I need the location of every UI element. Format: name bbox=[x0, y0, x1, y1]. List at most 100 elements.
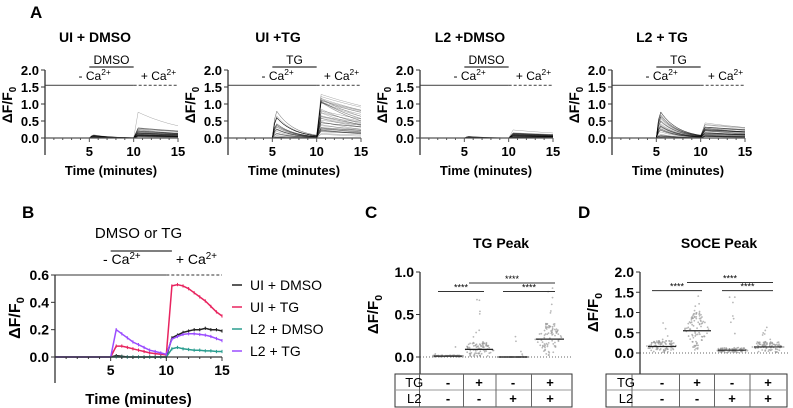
data-point bbox=[731, 350, 733, 353]
data-point bbox=[661, 340, 664, 343]
series-line-0 bbox=[55, 327, 223, 358]
data-point bbox=[489, 351, 492, 354]
data-point bbox=[779, 344, 782, 347]
data-point bbox=[478, 352, 480, 355]
y-tick-label: 2.0 bbox=[615, 264, 635, 280]
data-point bbox=[759, 343, 762, 346]
data-point bbox=[551, 339, 554, 342]
y-tick-label: 1.5 bbox=[204, 80, 222, 95]
data-point bbox=[700, 313, 702, 316]
data-point bbox=[543, 336, 546, 339]
subplot-title: SOCE Peak bbox=[681, 235, 757, 251]
data-point bbox=[765, 326, 768, 329]
table-cell: - bbox=[660, 375, 664, 390]
data-point bbox=[432, 354, 434, 357]
data-point bbox=[756, 341, 759, 343]
data-point bbox=[549, 310, 552, 312]
treatment-label: DMSO bbox=[94, 53, 130, 67]
data-point bbox=[434, 353, 437, 355]
y-tick-label: 0.0 bbox=[615, 345, 635, 361]
table-cell: - bbox=[477, 391, 481, 406]
table-cell: + bbox=[764, 375, 772, 390]
data-point bbox=[658, 348, 661, 351]
data-point bbox=[663, 350, 666, 353]
y-axis-label: ΔF/F0 bbox=[365, 295, 385, 334]
table-row-label: L2 bbox=[407, 391, 421, 406]
data-point bbox=[658, 340, 661, 342]
x-axis-label: Time (minutes) bbox=[248, 163, 340, 178]
y-tick-label: 0.0 bbox=[30, 349, 50, 365]
data-point bbox=[472, 335, 475, 338]
data-point bbox=[697, 295, 700, 297]
data-point bbox=[725, 351, 728, 354]
data-point bbox=[751, 346, 754, 348]
data-point bbox=[478, 299, 481, 302]
data-point bbox=[698, 314, 701, 317]
y-tick-label: 0.5 bbox=[615, 325, 635, 341]
data-point bbox=[540, 332, 543, 335]
data-point bbox=[744, 351, 747, 353]
data-point bbox=[776, 344, 779, 347]
data-point bbox=[695, 340, 697, 343]
data-point bbox=[544, 348, 547, 351]
phase-label-no-ca: - Ca2+ bbox=[454, 67, 486, 83]
y-axis-label: ΔF/F0 bbox=[0, 86, 19, 123]
y-tick-label: 1.0 bbox=[395, 264, 415, 280]
data-point bbox=[466, 345, 469, 348]
data-point bbox=[737, 351, 739, 354]
x-tick-label: 15 bbox=[214, 362, 230, 378]
x-tick-label: 10 bbox=[501, 144, 515, 159]
data-point bbox=[695, 312, 698, 314]
data-point bbox=[694, 305, 697, 308]
x-tick-label: 5 bbox=[86, 144, 93, 159]
data-point bbox=[553, 328, 556, 331]
data-point bbox=[545, 352, 548, 355]
data-point bbox=[557, 333, 560, 336]
significance-label: **** bbox=[454, 283, 469, 293]
data-point bbox=[728, 350, 731, 353]
data-point bbox=[486, 354, 489, 357]
y-tick-label: 1.0 bbox=[396, 97, 414, 112]
data-point bbox=[559, 335, 562, 337]
data-point bbox=[545, 328, 548, 330]
data-point bbox=[769, 338, 772, 341]
data-point bbox=[655, 340, 658, 342]
data-point bbox=[689, 328, 692, 331]
phase-label-ca: + Ca2+ bbox=[141, 67, 176, 83]
y-tick-label: 0.5 bbox=[395, 307, 415, 323]
data-point bbox=[554, 346, 557, 348]
table-row-label: L2 bbox=[619, 391, 633, 406]
data-point bbox=[554, 341, 556, 344]
data-point bbox=[477, 345, 480, 348]
y-tick-label: 2.0 bbox=[204, 63, 222, 78]
table-cell: - bbox=[660, 391, 664, 406]
data-point bbox=[553, 323, 556, 325]
data-point bbox=[536, 341, 539, 344]
data-point bbox=[515, 340, 517, 343]
data-point bbox=[687, 322, 690, 325]
phase-label-ca: + Ca2+ bbox=[516, 67, 551, 83]
data-point bbox=[696, 327, 698, 330]
x-axis-label: Time (minutes) bbox=[65, 163, 157, 178]
data-point bbox=[553, 325, 556, 327]
data-point bbox=[548, 325, 551, 327]
data-point bbox=[527, 356, 530, 358]
data-point bbox=[475, 352, 478, 355]
x-tick-label: 15 bbox=[738, 144, 752, 159]
data-point bbox=[469, 342, 471, 345]
data-point bbox=[521, 353, 524, 356]
data-point bbox=[700, 322, 703, 325]
significance-label: **** bbox=[723, 274, 738, 284]
data-point bbox=[672, 342, 675, 344]
y-tick-label: 1.0 bbox=[588, 97, 606, 112]
y-tick-label: 1.5 bbox=[588, 80, 606, 95]
data-point bbox=[545, 323, 547, 326]
data-point bbox=[754, 347, 757, 349]
data-point bbox=[763, 341, 766, 344]
data-point bbox=[557, 340, 560, 343]
data-point bbox=[757, 344, 759, 347]
data-point bbox=[728, 347, 731, 350]
y-tick-label: 0.0 bbox=[396, 131, 414, 146]
data-point bbox=[706, 326, 709, 329]
data-point bbox=[696, 333, 699, 336]
